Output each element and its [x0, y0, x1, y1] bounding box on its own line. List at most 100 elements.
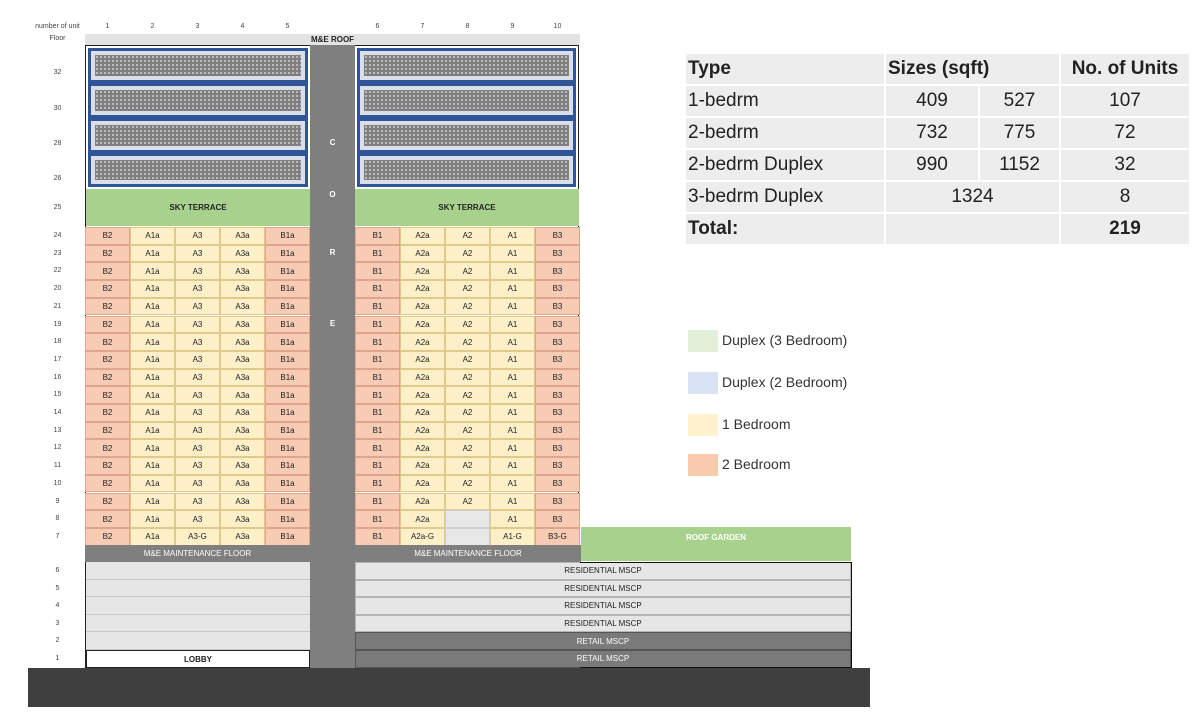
unit-cell: A3a: [220, 368, 265, 387]
units-cell: 32: [1061, 150, 1189, 180]
unit-cell: B1a: [265, 492, 310, 511]
unit-cell: B1a: [265, 368, 310, 387]
unit-number: 1: [105, 23, 110, 30]
unit-cell: A3: [175, 297, 220, 316]
unit-cell: A3a: [220, 244, 265, 263]
unit-cell: A2a: [400, 350, 445, 369]
unit-cell: B1a: [265, 280, 310, 298]
unit-cell: A3: [175, 280, 220, 298]
unit-cell: B1a: [265, 404, 310, 422]
unit-cell: A2a: [400, 315, 445, 334]
sky-terrace-left: SKY TERRACE: [86, 189, 310, 226]
floor-label: 8: [55, 515, 60, 523]
floor-label: 23: [53, 249, 62, 257]
type-cell: 2-bedrm Duplex: [686, 150, 884, 180]
unit-cell: B1: [355, 492, 400, 511]
unit-cell: A1-G: [490, 527, 535, 546]
unit-cell: B3: [535, 333, 580, 351]
units-cell: 8: [1061, 182, 1189, 212]
unit-cell: B3: [535, 280, 580, 298]
floor-label: 10: [53, 479, 62, 487]
unit-cell: A2: [445, 439, 490, 458]
unit-cell: A3a: [220, 333, 265, 351]
unit-cell: B2: [85, 368, 130, 387]
unit-cell: A1a: [130, 404, 175, 422]
unit-number: 5: [285, 23, 290, 30]
unit-cell: A1: [490, 350, 535, 369]
unit-cell: A2a: [400, 439, 445, 458]
unit-cell: A2: [445, 262, 490, 281]
unit-cell: A3: [175, 333, 220, 351]
unit-cell: A3: [175, 474, 220, 493]
unit-number: 8: [465, 23, 470, 30]
unit-cell: A3a: [220, 315, 265, 334]
unit-cell: A3: [175, 350, 220, 369]
unit-cell: B3: [535, 368, 580, 387]
unit-cell: A1a: [130, 492, 175, 511]
floor-label: 20: [53, 285, 62, 293]
table-total-row: Total: 219: [686, 214, 1189, 244]
unit-cell: A1: [490, 244, 535, 263]
unit-cell: B3: [535, 474, 580, 493]
unit-cell: A1a: [130, 227, 175, 245]
unit-cell: A2: [445, 368, 490, 387]
unit-cell: B1a: [265, 510, 310, 528]
floor-label: 32: [53, 69, 62, 76]
unit-cell: B3: [535, 227, 580, 245]
unit-cell: A2: [445, 280, 490, 298]
size-cell: 1152: [980, 150, 1059, 180]
unit-cell: B1: [355, 280, 400, 298]
residential-mscp-floor: RESIDENTIAL MSCP: [355, 597, 851, 615]
unit-cell: A3: [175, 368, 220, 387]
unit-cell: A3a: [220, 510, 265, 528]
floor-label: 4: [55, 602, 60, 610]
floor-label: 12: [53, 444, 62, 452]
lobby: LOBBY: [86, 650, 310, 668]
duplex-block: [88, 153, 308, 187]
unit-cell: A1: [490, 315, 535, 334]
unit-cell: A2a: [400, 297, 445, 316]
unit-cell: B2: [85, 297, 130, 316]
unit-cell: A1a: [130, 368, 175, 387]
unit-cell: A1: [490, 262, 535, 281]
unit-cell: A3-G: [175, 527, 220, 546]
unit-cell: A3: [175, 386, 220, 404]
unit-cell: A1: [490, 280, 535, 298]
unit-cell: B1: [355, 297, 400, 316]
unit-cell: A1: [490, 492, 535, 511]
duplex-block: [357, 48, 576, 83]
legend-label: 2 Bedroom: [722, 456, 791, 472]
unit-cell: A1: [490, 297, 535, 316]
ground-slab: [28, 668, 870, 707]
unit-number: 10: [553, 23, 562, 30]
floor-label: 16: [53, 373, 62, 381]
header-units: No. of Units: [1061, 54, 1189, 84]
unit-cell: B1: [355, 457, 400, 475]
me-maintenance-floor-right: M&E MAINTENANCE FLOOR: [355, 545, 581, 562]
unit-cell: B2: [85, 333, 130, 351]
floor-column-label: Floor: [49, 35, 66, 42]
unit-cell: B2: [85, 262, 130, 281]
podium-left-block: [86, 579, 310, 598]
floor-label: 24: [53, 232, 62, 239]
podium-left-block: [86, 562, 310, 580]
unit-cell: A2a: [400, 474, 445, 493]
unit-cell: A1: [490, 333, 535, 351]
roof-garden: ROOF GARDEN: [581, 527, 851, 561]
unit-cell: B2: [85, 315, 130, 334]
unit-cell: A2: [445, 297, 490, 316]
size-cell: 732: [886, 118, 978, 148]
table-header-row: Type Sizes (sqft) No. of Units: [686, 54, 1189, 84]
unit-cell: A3: [175, 457, 220, 475]
unit-cell: B3: [535, 244, 580, 263]
size-cell: 775: [980, 118, 1059, 148]
unit-cell: A2: [445, 315, 490, 334]
duplex-block: [88, 48, 308, 83]
unit-cell: B1a: [265, 527, 310, 546]
podium-left-block: [86, 597, 310, 615]
unit-cell: B1a: [265, 439, 310, 458]
unit-cell: B1: [355, 262, 400, 281]
unit-cell: A1: [490, 439, 535, 458]
retail-mscp-floor: RETAIL MSCP: [355, 650, 851, 668]
unit-cell: A2: [445, 333, 490, 351]
